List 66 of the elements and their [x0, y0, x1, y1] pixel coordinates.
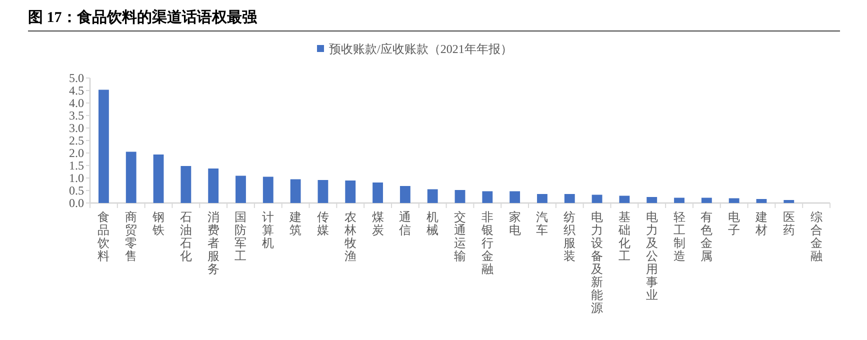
x-tick-label: 医药 [782, 210, 795, 237]
x-tick-label: 建筑 [288, 210, 302, 237]
bar [537, 194, 548, 203]
y-tick-label: 1.5 [69, 158, 84, 172]
bar [701, 198, 712, 203]
bar [98, 90, 109, 203]
bar [318, 180, 328, 203]
bar [372, 182, 383, 203]
y-tick-label: 0.0 [69, 196, 84, 210]
x-tick-label: 电子 [728, 210, 740, 237]
y-tick-label: 2.0 [69, 146, 84, 160]
x-tick-label: 国防军工 [234, 210, 247, 263]
y-tick-label: 1.0 [69, 171, 84, 185]
x-tick-label: 钢铁 [152, 210, 165, 237]
bar [510, 191, 520, 203]
y-tick-label: 5.0 [69, 71, 84, 85]
bar [236, 176, 246, 203]
y-tick-label: 3.5 [69, 108, 84, 122]
legend-label: 预收账款/应收账款（2021年年报） [329, 42, 512, 56]
x-tick-label: 机械 [426, 210, 439, 237]
bar [646, 197, 658, 203]
bar [619, 196, 630, 203]
bar [126, 152, 136, 203]
bar [564, 194, 575, 203]
x-tick-label: 电力及公用事业 [646, 210, 658, 302]
x-tick-label: 轻工制造 [673, 210, 686, 263]
bar [427, 189, 438, 203]
x-tick-label: 交通运输 [454, 210, 466, 263]
y-tick-label: 2.5 [69, 134, 84, 148]
x-tick-label: 电力设备及新能源 [591, 210, 604, 315]
x-tick-label: 有色金属 [700, 210, 713, 263]
x-tick-label: 食品饮料 [96, 210, 110, 263]
x-tick-label: 通信 [399, 210, 412, 237]
y-tick-label: 4.0 [69, 96, 84, 110]
bar [290, 179, 301, 203]
bar [208, 168, 219, 203]
x-tick-label: 基础化工 [617, 210, 630, 263]
bar [674, 198, 684, 203]
x-tick-label: 非银行金融 [480, 210, 494, 276]
bar [180, 166, 192, 203]
y-tick-label: 3.0 [69, 121, 84, 135]
x-tick-label: 消费者服务 [207, 210, 220, 276]
bar [400, 186, 410, 203]
x-tick-label: 商贸零售 [125, 210, 138, 263]
x-tick-label: 煤炭 [372, 210, 384, 237]
bar [262, 176, 274, 203]
x-tick-label: 传媒 [316, 210, 329, 237]
bar [153, 154, 164, 203]
y-tick-label: 0.5 [69, 184, 84, 198]
bar [784, 200, 794, 203]
chart-title: 图 17：食品饮料的渠道话语权最强 [28, 9, 258, 26]
x-tick-label: 综合金融 [810, 210, 822, 263]
x-tick-label: 计算机 [262, 210, 274, 250]
bar [592, 194, 602, 203]
x-tick-label: 石油石化 [180, 210, 192, 263]
y-tick-label: 4.5 [69, 84, 84, 98]
bar [756, 199, 767, 203]
bar [482, 191, 493, 203]
bar [728, 198, 740, 203]
x-tick-label: 纺织服装 [564, 210, 576, 263]
x-tick-label: 农林牧渔 [343, 210, 356, 263]
bar [454, 190, 466, 203]
x-tick-label: 建材 [754, 210, 768, 237]
x-tick-label: 汽车 [536, 210, 548, 237]
bar [345, 180, 356, 203]
x-tick-label: 家电 [508, 210, 521, 237]
